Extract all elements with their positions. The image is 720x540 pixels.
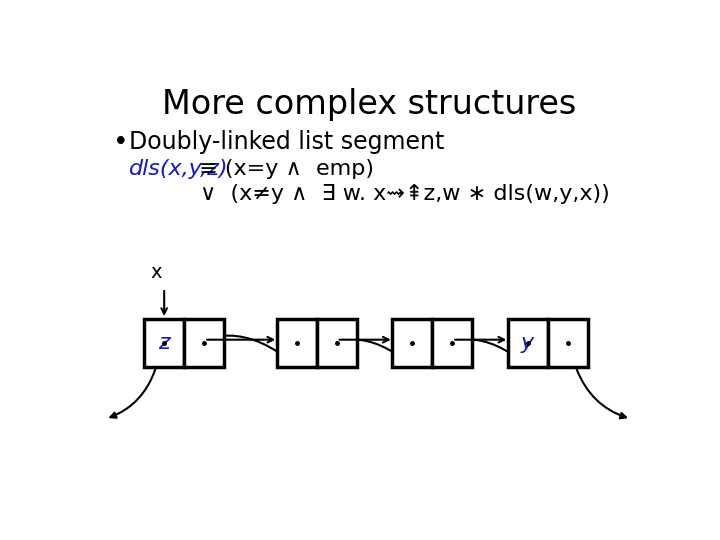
Text: y: y (521, 333, 534, 353)
FancyArrowPatch shape (164, 335, 294, 365)
Bar (548, 319, 588, 367)
Text: ≡ (x=y ∧  emp): ≡ (x=y ∧ emp) (192, 159, 374, 179)
Bar (144, 319, 184, 367)
Bar (276, 319, 317, 367)
Text: Doubly-linked list segment: Doubly-linked list segment (129, 130, 444, 154)
Text: x: x (150, 263, 162, 282)
Text: ∨  (x≠y ∧  ∃ w. x⇝⇞z,w ∗ dls(w,y,x)): ∨ (x≠y ∧ ∃ w. x⇝⇞z,w ∗ dls(w,y,x)) (199, 184, 609, 204)
FancyArrowPatch shape (577, 369, 626, 418)
Text: More complex structures: More complex structures (162, 88, 576, 121)
Bar (317, 319, 356, 367)
Bar (508, 319, 548, 367)
Text: •: • (113, 130, 129, 156)
FancyArrowPatch shape (297, 339, 410, 365)
Text: dls(x,y,z): dls(x,y,z) (129, 159, 228, 179)
Text: z: z (158, 333, 170, 353)
FancyArrowPatch shape (412, 339, 526, 365)
Bar (184, 319, 224, 367)
FancyArrowPatch shape (110, 369, 156, 418)
Bar (432, 319, 472, 367)
Bar (392, 319, 432, 367)
